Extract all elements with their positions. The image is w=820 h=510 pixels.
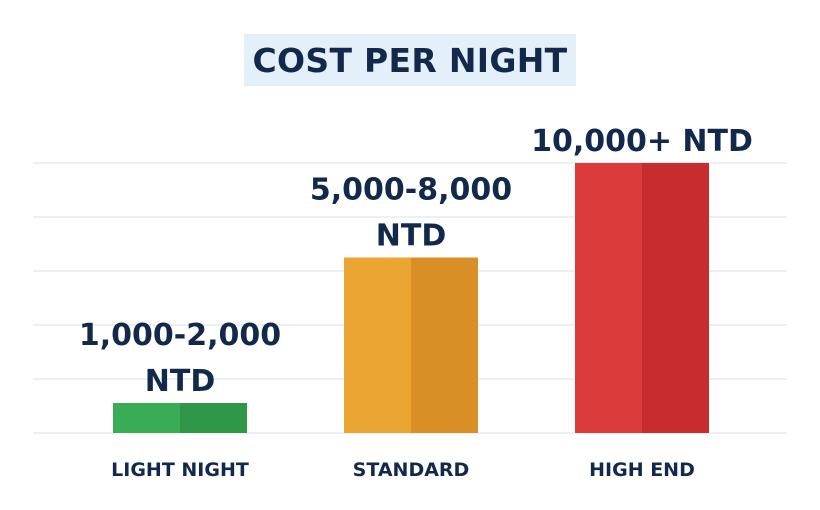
category-label: LIGHT NIGHT [111,459,249,481]
chart-title-box: COST PER NIGHT [244,34,576,86]
bar-shade [411,257,478,433]
category-label: STANDARD [353,459,470,481]
bar-value-label: NTD [145,364,215,399]
bar [113,403,180,433]
bar-shade [180,403,247,433]
bar-value-label: 10,000+ NTD [531,124,753,159]
bar-value-label: 1,000-2,000 [79,318,281,353]
bar-shade [642,163,709,433]
bar [575,163,642,433]
bar-value-label: 5,000-8,000 [310,173,512,208]
category-label: HIGH END [589,459,695,481]
chart-title: COST PER NIGHT [252,40,568,80]
bar-value-label: NTD [376,219,446,254]
bar [344,257,411,433]
